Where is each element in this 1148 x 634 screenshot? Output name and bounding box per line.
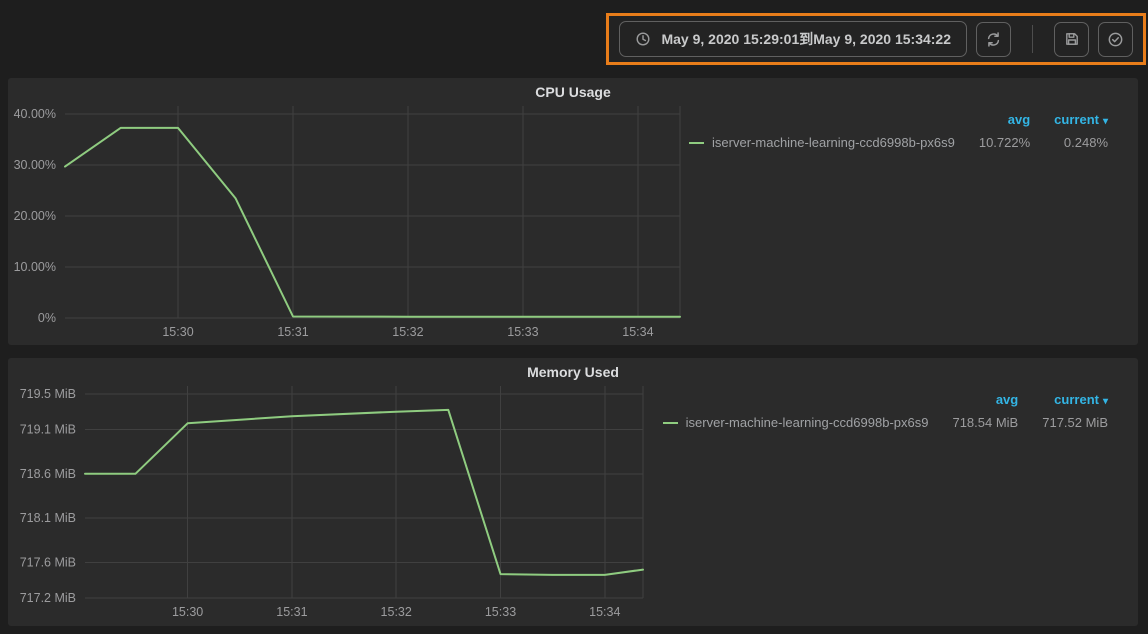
time-range-label: May 9, 2020 15:29:01到May 9, 2020 15:34:2…	[661, 31, 951, 47]
legend-sort-current[interactable]: current ▾	[1054, 392, 1108, 407]
svg-text:15:34: 15:34	[622, 325, 653, 339]
series-avg-value: 718.54 MiB	[952, 415, 1019, 430]
save-icon	[1064, 31, 1080, 47]
svg-text:718.6 MiB: 718.6 MiB	[20, 467, 76, 481]
cpu-legend: avg current ▾ iserver-machine-learning-cc…	[689, 110, 1108, 153]
svg-text:15:31: 15:31	[276, 605, 307, 619]
series-name[interactable]: iserver-machine-learning-ccd6998b-px6s9	[685, 415, 929, 430]
legend-sort-avg[interactable]: avg	[995, 392, 1019, 407]
svg-text:719.5 MiB: 719.5 MiB	[20, 387, 76, 401]
svg-text:717.6 MiB: 717.6 MiB	[20, 556, 76, 570]
svg-text:15:34: 15:34	[589, 605, 620, 619]
panel-title-cpu[interactable]: CPU Usage	[535, 84, 611, 100]
toolbar-divider	[1032, 25, 1033, 53]
refresh-button[interactable]	[976, 21, 1011, 57]
caret-down-icon: ▾	[1102, 396, 1108, 407]
save-button[interactable]	[1054, 21, 1089, 57]
svg-text:718.1 MiB: 718.1 MiB	[20, 511, 76, 525]
svg-text:0%: 0%	[38, 311, 56, 325]
series-current-value: 717.52 MiB	[1042, 415, 1108, 430]
time-range-button[interactable]: May 9, 2020 15:29:01到May 9, 2020 15:34:2…	[619, 21, 967, 57]
memory-used-chart[interactable]: 719.5 MiB 719.1 MiB 718.6 MiB 718.1 MiB 717.…	[8, 358, 1138, 626]
svg-text:30.00%: 30.00%	[14, 158, 56, 172]
svg-text:15:32: 15:32	[392, 325, 423, 339]
toolbar: May 9, 2020 15:29:01到May 9, 2020 15:34:2…	[0, 0, 1148, 70]
svg-text:15:32: 15:32	[381, 605, 412, 619]
svg-text:15:33: 15:33	[507, 325, 538, 339]
memory-used-panel: Memory Used 719.5 MiB 719.1 MiB 718.6 MiB 7…	[8, 358, 1138, 626]
series-label: iserver-machine-learning-ccd6998b-px6s9	[689, 133, 955, 153]
legend-sort-current[interactable]: current ▾	[1054, 112, 1108, 127]
cpu-usage-panel: CPU Usage 40.00% 30.00% 20.00% 10.00% 0% 15:3…	[8, 78, 1138, 345]
svg-text:717.2 MiB: 717.2 MiB	[20, 591, 76, 605]
check-circle-icon	[1107, 31, 1124, 48]
svg-text:15:30: 15:30	[172, 605, 203, 619]
svg-text:719.1 MiB: 719.1 MiB	[20, 423, 76, 437]
clock-icon	[635, 31, 651, 47]
svg-text:15:30: 15:30	[162, 325, 193, 339]
svg-text:15:31: 15:31	[277, 325, 308, 339]
series-avg-value: 10.722%	[978, 135, 1031, 150]
series-name[interactable]: iserver-machine-learning-ccd6998b-px6s9	[712, 135, 955, 150]
apply-button[interactable]	[1098, 21, 1133, 57]
panel-title-memory[interactable]: Memory Used	[527, 364, 619, 380]
time-picker-group: May 9, 2020 15:29:01到May 9, 2020 15:34:2…	[606, 13, 1146, 65]
memory-legend: avg current ▾ iserver-machine-learning-cc…	[662, 390, 1108, 433]
series-color-marker	[689, 142, 705, 144]
series-color-marker	[662, 422, 678, 424]
cpu-usage-chart[interactable]: 40.00% 30.00% 20.00% 10.00% 0% 15:30 15:31 15:3…	[8, 78, 1138, 345]
svg-text:20.00%: 20.00%	[14, 209, 56, 223]
legend-sort-avg[interactable]: avg	[1007, 112, 1031, 127]
series-current-value: 0.248%	[1063, 135, 1108, 150]
svg-text:15:33: 15:33	[485, 605, 516, 619]
refresh-icon	[985, 31, 1002, 48]
series-label: iserver-machine-learning-ccd6998b-px6s9	[662, 413, 929, 433]
caret-down-icon: ▾	[1102, 116, 1108, 127]
svg-text:40.00%: 40.00%	[14, 107, 56, 121]
svg-text:10.00%: 10.00%	[14, 260, 56, 274]
